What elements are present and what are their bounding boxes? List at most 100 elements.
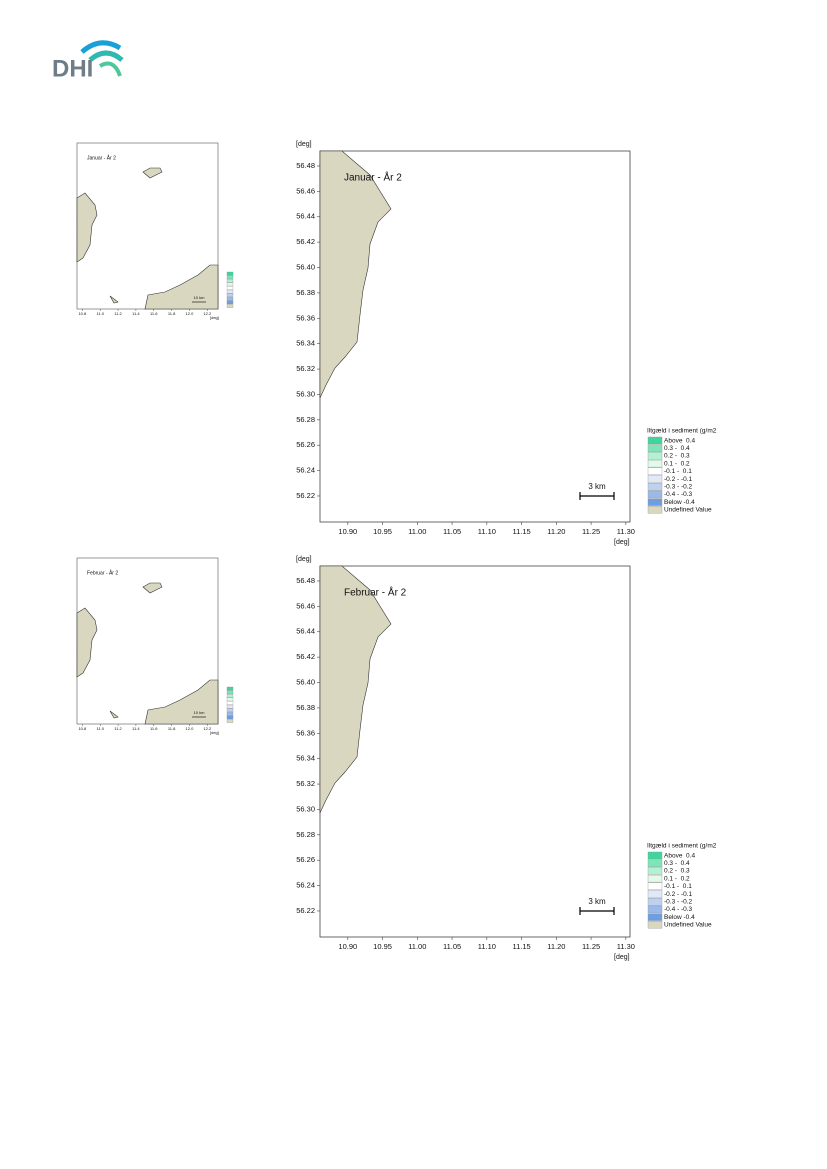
- x-tick-label: 11.4: [132, 726, 140, 731]
- legend-label: -0.2 - -0.1: [664, 476, 693, 483]
- scale-label: 10 km: [194, 295, 206, 300]
- x-tick-label: 10.95: [373, 942, 392, 951]
- legend-swatch: [647, 874, 663, 883]
- legend-label: 0.3 - 0.4: [664, 860, 690, 867]
- x-tick-label: 10.95: [373, 527, 392, 536]
- x-tick-label: 10.90: [338, 942, 357, 951]
- x-tick-label: 12.0: [186, 726, 195, 731]
- legend-label: -0.1 - 0.1: [664, 883, 692, 890]
- y-tick-label: 56.42: [296, 652, 315, 661]
- y-tick-label: 56.34: [296, 754, 315, 763]
- y-tick-label: 56.32: [296, 779, 315, 788]
- legend-swatch: [226, 690, 234, 694]
- land: [76, 607, 98, 678]
- legend-swatch: [226, 304, 234, 308]
- legend-title: Iltgæld i sediment (g/m2: [647, 843, 717, 850]
- legend-label: Below -0.4: [664, 914, 695, 921]
- legend-swatch: [647, 882, 663, 890]
- legend-swatch: [647, 913, 663, 921]
- legend-swatch: [647, 498, 663, 506]
- y-tick-label: 56.34: [296, 339, 315, 348]
- y-tick-label: 56.42: [296, 237, 315, 246]
- x-tick-label: 10.8: [78, 311, 87, 316]
- x-unit: [deg]: [210, 730, 219, 735]
- scale-label: 3 km: [588, 897, 606, 906]
- legend-swatch: [226, 297, 234, 301]
- legend-title: Iltgæld i sediment (g/m2: [647, 428, 717, 435]
- y-tick-label: 56.44: [296, 212, 315, 221]
- y-tick-label: 56.46: [296, 601, 315, 610]
- legend-swatch: [226, 282, 234, 287]
- x-tick-label: 11.10: [478, 527, 496, 536]
- scale-bar: [579, 907, 615, 915]
- x-tick-label: 11.25: [582, 942, 600, 951]
- legend-swatch: [647, 475, 663, 483]
- x-tick-label: 12.2: [203, 726, 212, 731]
- y-tick-label: 56.32: [296, 364, 315, 373]
- land: [76, 192, 98, 263]
- x-tick-label: 11.4: [132, 311, 140, 316]
- logo: DHI: [52, 40, 124, 82]
- scale-bar: [579, 492, 615, 500]
- y-tick-label: 56.36: [296, 313, 315, 322]
- legend-swatch: [226, 719, 234, 723]
- land: [144, 679, 219, 725]
- legend-swatch: [226, 300, 234, 305]
- y-tick-label: 56.48: [296, 161, 315, 170]
- map-title: Januar - År 2: [344, 171, 402, 184]
- y-tick-label: 56.48: [296, 576, 315, 585]
- legend-label: Undefined Value: [664, 507, 712, 514]
- logo-wave: [80, 40, 122, 54]
- legend-label: Undefined Value: [664, 922, 712, 929]
- y-tick-label: 56.22: [296, 906, 315, 915]
- legend-label: -0.4 - -0.3: [664, 491, 693, 498]
- legend-label: 0.2 - 0.3: [664, 453, 690, 460]
- x-tick-label: 10.8: [78, 726, 87, 731]
- map-title: Januar - År 2: [87, 154, 116, 161]
- legend-label: -0.2 - -0.1: [664, 891, 693, 898]
- y-tick-label: 56.38: [296, 288, 315, 297]
- y-tick-label: 56.40: [296, 263, 315, 272]
- y-unit: [deg]: [296, 556, 312, 563]
- legend-swatch: [647, 490, 663, 499]
- legend-swatch: [226, 289, 234, 294]
- x-tick-label: 11.15: [512, 527, 530, 536]
- legend-swatch: [226, 701, 234, 705]
- map-title: Februar - År 2: [344, 586, 407, 599]
- land: [319, 565, 392, 814]
- legend-swatch: [647, 890, 663, 898]
- y-tick-label: 56.26: [296, 855, 315, 864]
- scale-label: 3 km: [588, 482, 606, 491]
- legend-swatch: [226, 286, 234, 290]
- legend-swatch: [647, 444, 663, 452]
- legend-swatch: [647, 898, 663, 906]
- x-unit: [deg]: [614, 954, 630, 961]
- land: [142, 167, 163, 179]
- overview-map: Januar - År 2 10.8 11.0 11.2 11.4 11.6 11.8 12.…: [76, 142, 234, 320]
- land: [109, 295, 119, 304]
- land: [109, 710, 119, 719]
- legend-swatch: [226, 715, 234, 720]
- legend-label: Above 0.4: [664, 437, 695, 444]
- y-tick-label: 56.38: [296, 703, 315, 712]
- map-title: Februar - År 2: [87, 569, 118, 576]
- x-tick-label: 11.30: [617, 527, 635, 536]
- land: [142, 582, 163, 594]
- logo-text: DHI: [52, 55, 93, 82]
- legend-swatch: [647, 905, 663, 914]
- x-tick-label: 11.10: [478, 942, 496, 951]
- logo-wave: [88, 50, 124, 62]
- legend-swatch: [226, 712, 234, 716]
- x-tick-label: 11.6: [150, 311, 158, 316]
- x-tick-label: 11.8: [168, 311, 176, 316]
- y-tick-label: 56.30: [296, 804, 315, 813]
- x-tick-label: 11.2: [114, 726, 122, 731]
- legend-swatch: [647, 467, 663, 475]
- legend-swatch: [226, 293, 234, 297]
- legend-swatch: [226, 279, 234, 283]
- logo-wave: [99, 61, 122, 77]
- x-tick-label: 12.0: [186, 311, 195, 316]
- x-tick-label: 11.0: [96, 311, 104, 316]
- legend-label: 0.1 - 0.2: [664, 875, 690, 882]
